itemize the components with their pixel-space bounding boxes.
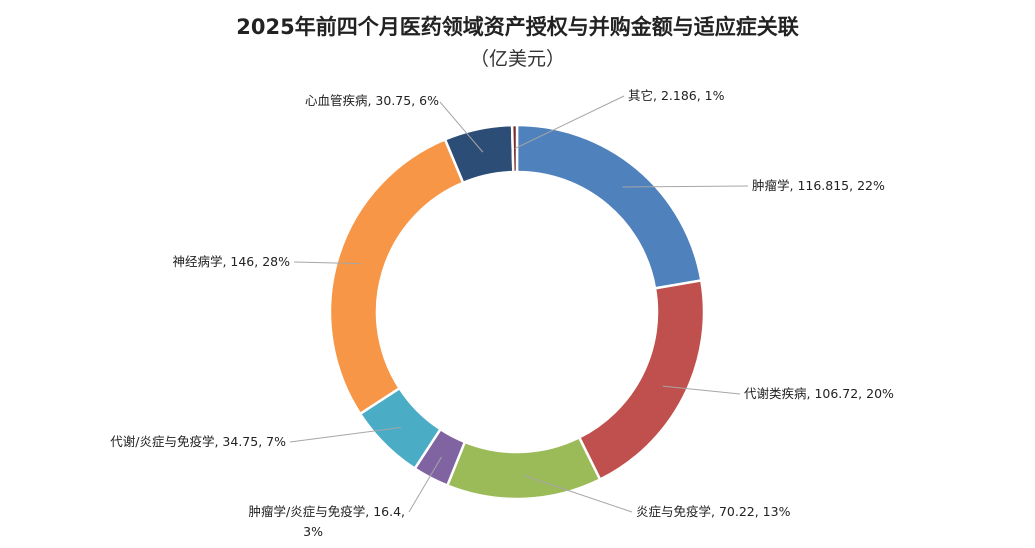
data-label-cardiovascular: 心血管疾病, 30.75, 6% — [305, 93, 439, 108]
leader-line-neurology — [293, 261, 361, 265]
data-label-oncology-ii: 肿瘤学/炎症与免疫学, 16.4, 3% — [249, 504, 405, 539]
data-label-inflammation-immunology: 炎症与免疫学, 70.22, 13% — [636, 504, 791, 519]
slice-neurology — [328, 137, 465, 416]
slice-other — [510, 123, 519, 174]
data-label-neurology: 神经病学, 146, 28% — [172, 254, 290, 269]
data-label-metabolic-ii: 代谢/炎症与免疫学, 34.75, 7% — [110, 434, 286, 449]
data-label-line: 肿瘤学/炎症与免疫学, 16.4, — [249, 504, 405, 519]
data-label-line: 代谢类疾病, 106.72, 20% — [744, 386, 894, 401]
data-label-metabolic: 代谢类疾病, 106.72, 20% — [744, 386, 894, 401]
leader-line-other — [514, 95, 625, 149]
data-label-line: 代谢/炎症与免疫学, 34.75, 7% — [110, 434, 286, 449]
leader-line-cardiovascular — [439, 101, 484, 153]
slice-oncology — [515, 123, 703, 290]
data-label-oncology: 肿瘤学, 116.815, 22% — [752, 178, 885, 193]
slice-metabolic — [577, 278, 706, 482]
leader-line-inflammation-immunology — [523, 474, 633, 513]
data-label-line: 其它, 2.186, 1% — [628, 88, 725, 103]
data-labels: 肿瘤学, 116.815, 22% 代谢类疾病, 106.72, 20% 炎症与免疫… — [110, 88, 894, 539]
leader-line-oncology-ii — [408, 456, 442, 513]
slice-inflammation-immunology — [445, 435, 602, 501]
data-label-line: 神经病学, 146, 28% — [172, 254, 290, 269]
data-label-line: 炎症与免疫学, 70.22, 13% — [636, 504, 791, 519]
data-label-line: 3% — [303, 524, 323, 539]
chart-title: 2025年前四个月医药领域资产授权与并购金额与适应症关联 — [236, 15, 799, 39]
donut-slices — [328, 123, 706, 501]
leader-line-metabolic — [662, 385, 741, 395]
data-label-line: 肿瘤学, 116.815, 22% — [752, 178, 885, 193]
leader-line-metabolic-ii — [289, 426, 402, 443]
leader-line-oncology — [622, 185, 749, 188]
data-label-line: 心血管疾病, 30.75, 6% — [305, 93, 439, 108]
chart-subtitle: （亿美元） — [469, 48, 565, 70]
data-label-other: 其它, 2.186, 1% — [628, 88, 725, 103]
leader-lines — [289, 95, 749, 513]
